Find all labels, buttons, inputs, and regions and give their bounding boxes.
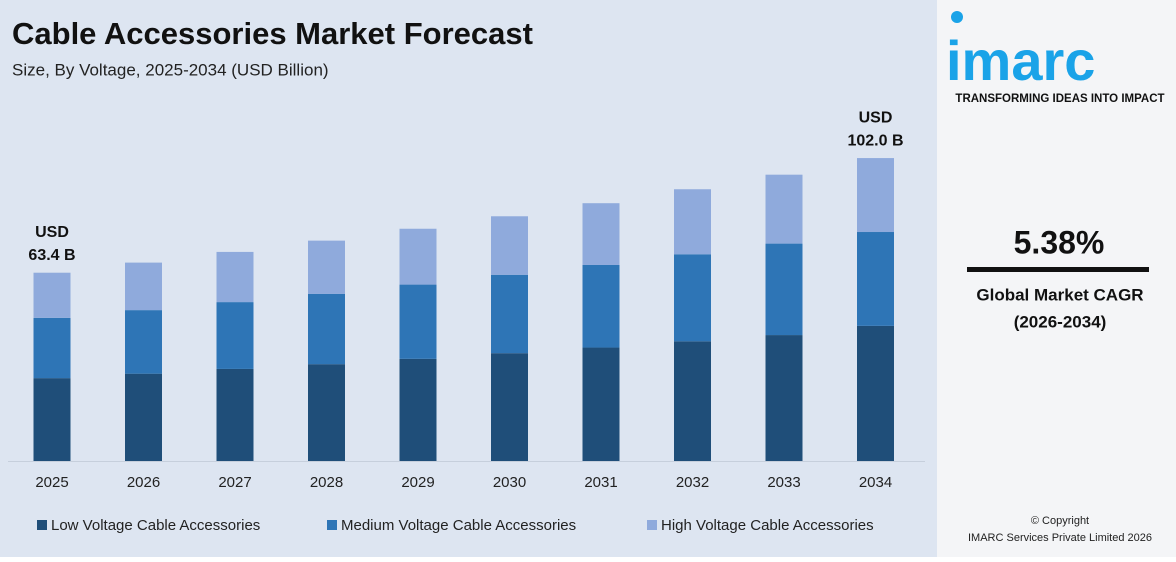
- bar-segment: [582, 264, 620, 348]
- logo: imarc: [946, 29, 1095, 92]
- legend-label: Medium Voltage Cable Accessories: [341, 517, 576, 534]
- bar-segment: [33, 317, 71, 379]
- legend-label: High Voltage Cable Accessories: [661, 517, 874, 534]
- x-tick-label: 2034: [859, 474, 892, 491]
- chart-subtitle: Size, By Voltage, 2025-2034 (USD Billion…: [12, 60, 329, 79]
- bar-segment: [765, 243, 803, 336]
- bar-segment: [216, 251, 254, 303]
- bar-segment: [33, 378, 71, 461]
- bar-segment: [582, 347, 620, 461]
- bar-segment: [491, 353, 528, 461]
- legend-label: Low Voltage Cable Accessories: [51, 517, 260, 534]
- x-tick-label: 2029: [401, 474, 434, 491]
- cagr-period: (2026-2034): [1014, 312, 1107, 331]
- bar-segment: [491, 274, 528, 354]
- logo-dot: [951, 11, 963, 23]
- bar-segment: [857, 325, 894, 461]
- cagr-value: 5.38%: [1014, 224, 1105, 260]
- bar-segment: [674, 189, 711, 255]
- bar-segment: [491, 216, 528, 275]
- cagr-rule: [967, 267, 1149, 272]
- bar-segment: [765, 335, 803, 461]
- sidebar-background: [937, 0, 1176, 557]
- bar-segment: [33, 272, 71, 318]
- cagr-label: Global Market CAGR: [976, 285, 1143, 304]
- bar-segment: [857, 232, 894, 326]
- total-label: USD: [859, 109, 893, 126]
- x-tick-label: 2026: [127, 474, 160, 491]
- bar-segment: [216, 302, 254, 369]
- bar-segment: [674, 254, 711, 342]
- bar-segment: [765, 174, 803, 244]
- bar-segment: [674, 341, 711, 461]
- bar-segment: [125, 262, 162, 311]
- bar-segment: [308, 240, 345, 294]
- x-tick-label: 2032: [676, 474, 709, 491]
- tagline: TRANSFORMING IDEAS INTO IMPACT: [955, 93, 1164, 105]
- bar-segment: [308, 293, 345, 365]
- bar-segment: [125, 310, 162, 374]
- bar-segment: [399, 284, 437, 359]
- x-tick-label: 2033: [767, 474, 800, 491]
- company: IMARC Services Private Limited 2026: [968, 532, 1152, 544]
- x-tick-label: 2028: [310, 474, 343, 491]
- x-tick-label: 2030: [493, 474, 526, 491]
- bar-segment: [216, 368, 254, 461]
- bar-segment: [582, 203, 620, 265]
- bar-segment: [308, 364, 345, 461]
- legend-swatch: [647, 520, 657, 530]
- total-label: 63.4 B: [28, 247, 75, 264]
- bar-segment: [399, 228, 437, 285]
- total-label: USD: [35, 224, 69, 241]
- x-tick-label: 2031: [584, 474, 617, 491]
- bar-segment: [125, 373, 162, 461]
- x-tick-label: 2025: [35, 474, 68, 491]
- legend-swatch: [37, 520, 47, 530]
- bar-segment: [857, 158, 894, 233]
- x-tick-label: 2027: [218, 474, 251, 491]
- copyright: © Copyright: [1031, 515, 1089, 527]
- total-label: 102.0 B: [847, 132, 903, 149]
- bar-segment: [399, 358, 437, 461]
- chart-title: Cable Accessories Market Forecast: [12, 16, 533, 51]
- legend-swatch: [327, 520, 337, 530]
